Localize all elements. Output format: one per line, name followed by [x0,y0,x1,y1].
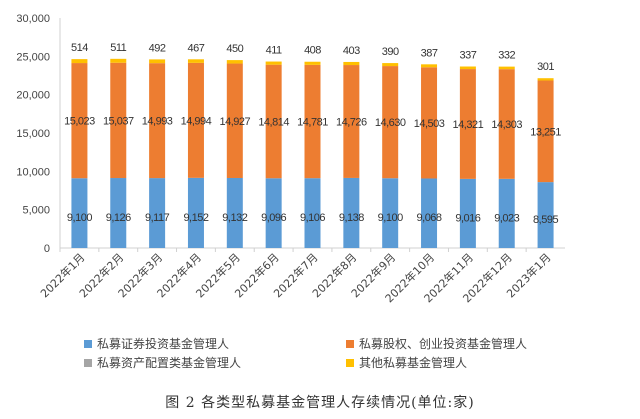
data-label: 15,023 [64,116,95,128]
figure-caption: 图 2 各类型私募基金管理人存续情况(单位:家) [165,395,475,411]
data-label: 9,016 [455,212,480,224]
data-label: 14,993 [142,116,173,128]
legend-item-equity: 私募股权、创业投资基金管理人 [346,335,527,352]
data-label: 450 [226,43,243,55]
data-label: 13,251 [530,126,561,138]
data-label: 9,126 [106,212,131,224]
bar-segment [265,61,282,65]
y-tick-label: 25,000 [16,51,50,63]
stacked-bar-chart: 0 5,000 10,000 15,000 20,000 25,000 30,000 9,10… [16,13,565,305]
legend-swatch [346,339,354,348]
data-label: 9,152 [183,212,208,224]
bar-segment [149,63,166,179]
y-tick-label: 5,000 [22,205,50,217]
bar-segment [226,60,243,64]
data-label: 337 [459,49,476,61]
data-label: 14,814 [258,116,289,128]
bar-segment [149,59,166,64]
bar-segment [110,178,127,248]
data-label: 492 [149,42,166,54]
y-tick-label: 20,000 [16,90,50,102]
data-label: 411 [266,45,282,57]
bar-segment [498,66,515,70]
legend-swatch [84,358,92,367]
bar-segment [187,177,204,248]
bar-segment [71,59,88,64]
data-label: 14,503 [414,118,445,130]
bar-segment [498,69,515,179]
bar-segment [343,177,360,248]
data-label: 14,321 [453,119,484,131]
legend-swatch [84,339,92,348]
bar-segment [421,67,438,179]
y-tick-label: 10,000 [16,166,50,178]
data-label: 14,927 [219,116,250,128]
bar-segment [537,78,554,81]
bar-segment [187,59,204,63]
bar-segment [421,64,438,68]
data-label: 514 [71,42,88,54]
data-label: 9,117 [145,212,170,224]
data-label: 9,100 [378,212,403,224]
legend-item-asset-allocation: 私募资产配置类基金管理人 [84,354,241,371]
bar-segment [110,62,127,179]
legend-item-other: 其他私募基金管理人 [346,354,467,371]
y-tick-label: 15,000 [16,128,50,140]
bar-segment [187,62,204,178]
bar-segment [343,65,360,178]
bar-segment [421,178,438,248]
bar-segment [343,61,360,66]
data-label: 9,138 [339,212,364,224]
data-label: 387 [421,47,438,59]
data-label: 14,994 [181,115,212,127]
bar-segment [71,63,88,179]
bar-segment [110,58,127,63]
data-label: 408 [304,45,321,57]
data-label: 467 [188,42,205,54]
data-label: 14,630 [375,117,406,129]
legend-swatch [346,358,354,367]
data-label: 511 [110,42,126,54]
data-label: 301 [537,61,554,73]
bar-segment [304,61,321,65]
data-label: 14,781 [297,117,328,129]
bar-segment [304,64,321,179]
data-label: 9,096 [261,212,286,224]
data-label: 14,726 [336,116,367,128]
bar-segment [498,178,515,248]
bar-segment [265,64,282,179]
data-label: 8,595 [533,214,558,226]
bar-segment [459,69,476,179]
bar-segment [382,66,399,179]
bar-segment [537,80,554,183]
data-label: 9,132 [222,212,247,224]
bar-segment [149,178,166,248]
bar-segment [537,182,554,248]
bar-segment [226,63,243,178]
bar-segment [382,178,399,248]
legend-item-securities: 私募证券投资基金管理人 [84,335,229,352]
data-label: 9,100 [67,212,92,224]
data-label: 9,068 [417,212,442,224]
data-label: 15,037 [103,115,134,127]
data-label: 14,303 [491,119,522,131]
bar-segment [459,178,476,248]
data-label: 390 [382,46,399,58]
data-label: 403 [343,45,360,57]
data-label: 9,023 [494,212,519,224]
y-tick-label: 30,000 [16,13,50,25]
bar-segment [226,177,243,248]
bar-segment [71,178,88,248]
bar-segment [304,178,321,248]
y-tick-label: 0 [44,243,50,255]
data-label: 332 [498,50,515,62]
bar-segment [265,178,282,248]
data-label: 9,106 [300,212,325,224]
bar-segment [459,66,476,70]
bar-segment [382,63,399,67]
